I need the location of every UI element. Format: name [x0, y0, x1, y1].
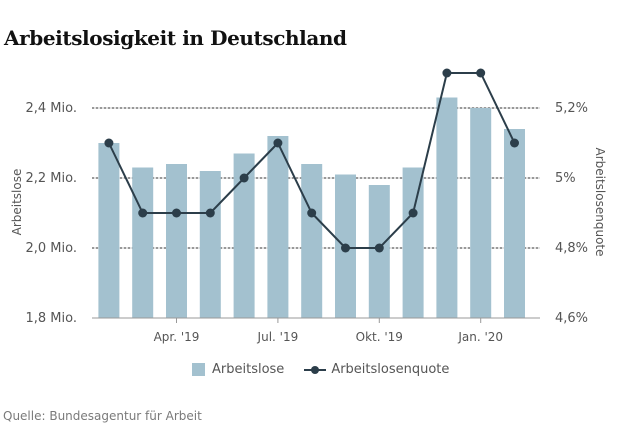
bar: [470, 108, 492, 318]
bar: [504, 129, 525, 318]
line-point: [104, 138, 114, 148]
source-note: Quelle: Bundesagentur für Arbeit: [3, 409, 202, 423]
chart-area: 1,8 Mio. 2,0 Mio. 2,2 Mio. 2,4 Mio. 4,6% 4,8…: [10, 68, 607, 344]
y-left-tick-label: 2,0 Mio.: [26, 241, 78, 256]
legend-item-bars: Arbeitslose: [192, 362, 284, 377]
x-tick-label: Apr. '19: [154, 330, 200, 344]
bar: [267, 136, 289, 318]
x-axis-labels: Apr. '19 Jul. '19 Okt. '19 Jan. '20: [154, 330, 503, 344]
y-right-tick-label: 4,8%: [555, 241, 588, 256]
line-point: [205, 208, 215, 218]
line-series: [104, 68, 519, 253]
line-point: [172, 208, 181, 218]
x-tick-label: Jul. '19: [257, 330, 299, 344]
line-point: [408, 208, 418, 218]
y-right-tick-label: 4,6%: [555, 311, 588, 326]
bar: [132, 167, 154, 318]
line-point: [273, 138, 283, 148]
legend-line-label: Arbeitslosenquote: [331, 362, 450, 377]
chart-title: Arbeitslosigkeit in Deutschland: [4, 26, 347, 50]
y-axis-right-title: Arbeitslosenquote: [593, 147, 607, 256]
y-right-tick-label: 5%: [555, 171, 576, 186]
legend-bars-label: Arbeitslose: [212, 362, 285, 377]
bar: [436, 97, 458, 318]
y-left-tick-label: 2,2 Mio.: [26, 171, 78, 186]
legend: Arbeitslose Arbeitslosenquote: [192, 362, 469, 377]
line-point: [341, 243, 350, 253]
x-tick-label: Jan. '20: [457, 330, 503, 344]
bar: [233, 153, 255, 318]
bar: [402, 167, 424, 318]
y-left-tick-label: 2,4 Mio.: [26, 101, 78, 116]
line-point: [510, 138, 519, 148]
line-point: [138, 208, 148, 218]
legend-item-line: Arbeitslosenquote: [304, 362, 449, 377]
bar-series: [98, 97, 525, 318]
legend-line-marker: [304, 363, 327, 376]
line-point: [307, 208, 317, 218]
line-point: [239, 173, 249, 183]
legend-bar-swatch: [192, 363, 205, 376]
bar: [166, 164, 187, 318]
bar: [199, 171, 221, 318]
x-tick-label: Okt. '19: [356, 330, 403, 344]
bar: [301, 164, 323, 318]
line-point: [442, 68, 452, 78]
line-point: [374, 243, 384, 253]
y-right-tick-label: 5,2%: [555, 101, 588, 116]
y-left-tick-label: 1,8 Mio.: [26, 311, 78, 326]
y-axis-left-title: Arbeitslose: [10, 169, 24, 236]
y-axis-right: 4,6% 4,8% 5% 5,2%: [555, 101, 588, 326]
x-axis: [92, 317, 540, 323]
y-axis-left: 1,8 Mio. 2,0 Mio. 2,2 Mio. 2,4 Mio.: [26, 101, 78, 326]
bar: [98, 143, 120, 318]
line-point: [476, 68, 486, 78]
